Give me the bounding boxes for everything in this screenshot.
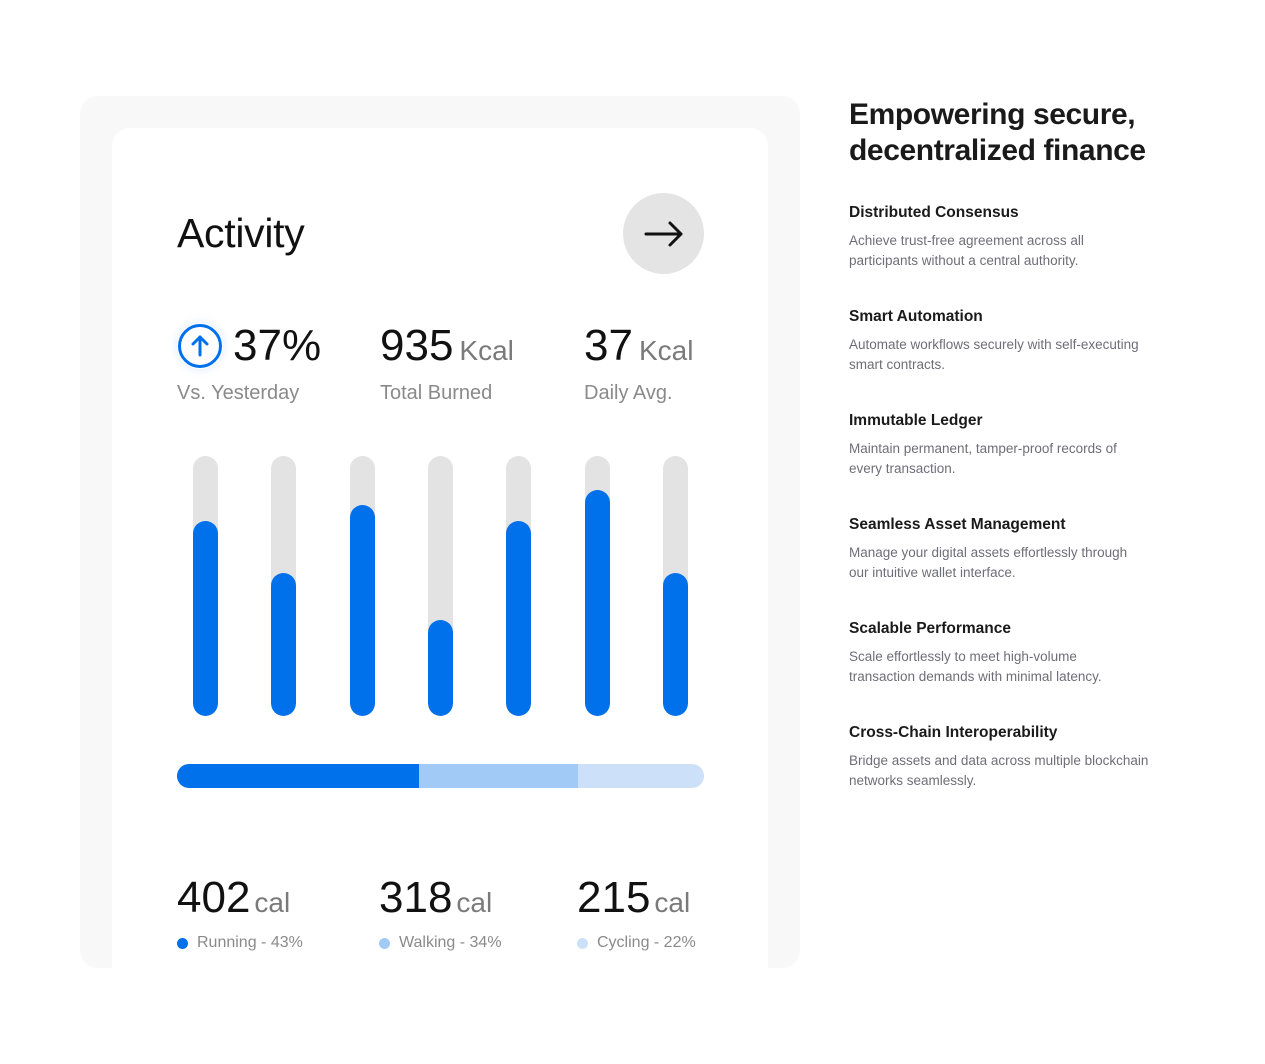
card-title: Activity — [177, 210, 305, 256]
split-segment-walking — [419, 764, 578, 788]
activity-bar — [193, 456, 218, 716]
activity-bar — [662, 456, 688, 716]
activity-bar — [584, 456, 610, 716]
activity-bar-fill — [427, 619, 453, 716]
activity-bar-fill — [271, 573, 297, 716]
feature-description: Maintain permanent, tamper-proof records… — [849, 441, 1117, 476]
feature-cross-chain-interoperability: Cross-Chain Interoperability Bridge asse… — [849, 723, 1209, 791]
stat-label: Vs. Yesterday — [177, 382, 300, 404]
heading-line: decentralized finance — [849, 134, 1146, 167]
stat-value: 37% — [233, 321, 322, 370]
stat-label: Total Burned — [380, 382, 493, 404]
stat-value: 935 — [380, 321, 454, 370]
calorie-value: 318 — [379, 873, 453, 922]
activity-panel: Activity 37% Vs. Yesterday 935 Kcal Total… — [80, 96, 800, 968]
heading-line: Empowering secure, — [849, 98, 1136, 131]
legend-dot-icon — [177, 937, 188, 949]
open-activity-button[interactable] — [623, 193, 704, 274]
activity-bar-fill — [193, 521, 218, 716]
activity-bar — [506, 456, 532, 716]
calorie-unit: cal — [456, 887, 493, 918]
legend-dot-icon — [577, 937, 588, 949]
feature-immutable-ledger: Immutable Ledger Maintain permanent, tam… — [849, 411, 1209, 479]
activity-bar-fill — [584, 489, 610, 716]
split-segment-running — [177, 764, 420, 788]
feature-description: Manage your digital assets effortlessly … — [849, 545, 1128, 580]
feature-title: Cross-Chain Interoperability — [849, 724, 1058, 741]
activity-bar-fill — [506, 521, 532, 716]
stat-value: 37 — [584, 321, 633, 370]
activity-card: Activity 37% Vs. Yesterday 935 Kcal Total… — [112, 128, 768, 968]
feature-distributed-consensus: Distributed Consensus Achieve trust-free… — [849, 203, 1209, 271]
calorie-value: 402 — [177, 873, 251, 922]
calorie-value: 215 — [577, 873, 651, 922]
activity-split-bar — [177, 764, 704, 788]
split-segment-cycling — [577, 764, 704, 788]
feature-description: Scale effortlessly to meet high-volume tr… — [849, 649, 1102, 684]
calorie-unit: cal — [254, 887, 291, 918]
feature-description: Automate workflows securely with self-ex… — [849, 337, 1139, 372]
feature-title: Smart Automation — [849, 308, 983, 325]
stat-label: Daily Avg. — [584, 382, 673, 404]
stat-total-burned: 935 Kcal Total Burned — [380, 320, 514, 405]
breakdown-running: 402 cal Running - 43% — [177, 872, 303, 952]
legend-dot-icon — [379, 937, 390, 949]
feature-scalable-performance: Scalable Performance Scale effortlessly … — [849, 619, 1209, 687]
stat-daily-avg: 37 Kcal Daily Avg. — [584, 320, 693, 405]
calorie-unit: cal — [654, 887, 691, 918]
info-section: Empowering secure, decentralized finance … — [849, 97, 1209, 788]
feature-title: Scalable Performance — [849, 620, 1011, 637]
activity-bar — [271, 456, 297, 716]
activity-bar-chart — [193, 456, 693, 716]
feature-seamless-asset-management: Seamless Asset Management Manage your di… — [849, 515, 1209, 583]
breakdown-cycling: 215 cal Cycling - 22% — [577, 872, 696, 952]
stat-unit: Kcal — [638, 335, 694, 366]
feature-description: Achieve trust-free agreement across all p… — [849, 233, 1084, 268]
feature-title: Distributed Consensus — [849, 204, 1019, 221]
legend-label: Walking - 34% — [399, 934, 502, 951]
activity-bar — [427, 456, 453, 716]
arrow-right-icon — [644, 221, 682, 246]
breakdown-walking: 318 cal Walking - 34% — [379, 872, 502, 952]
feature-smart-automation: Smart Automation Automate workflows secu… — [849, 307, 1209, 375]
activity-bar-fill — [662, 573, 688, 716]
activity-bar — [349, 456, 375, 716]
arrow-up-circle-icon — [177, 323, 223, 369]
feature-title: Seamless Asset Management — [849, 516, 1066, 533]
feature-description: Bridge assets and data across multiple b… — [849, 753, 1149, 788]
stat-unit: Kcal — [459, 335, 514, 366]
legend-label: Running - 43% — [197, 934, 303, 951]
activity-bar-fill — [349, 505, 375, 716]
info-heading: Empowering secure, decentralized finance — [849, 97, 1209, 169]
feature-title: Immutable Ledger — [849, 412, 983, 429]
legend-label: Cycling - 22% — [597, 934, 696, 951]
stat-vs-yesterday: 37% Vs. Yesterday — [177, 320, 321, 405]
